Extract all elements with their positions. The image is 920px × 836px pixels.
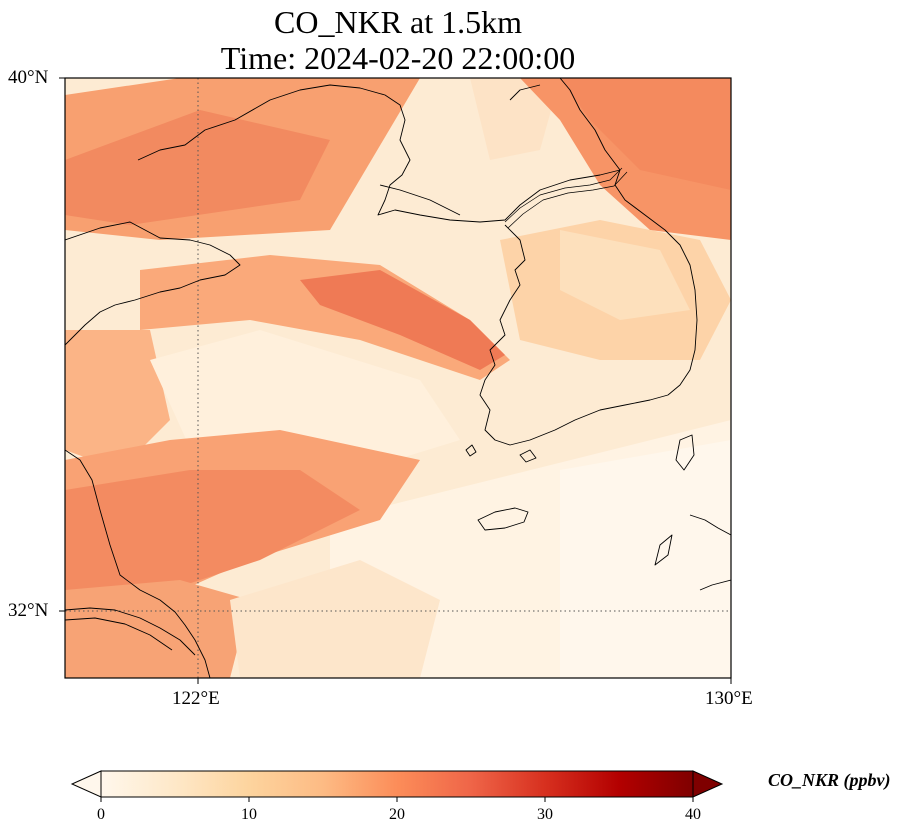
lat-label-40n: 40°N — [8, 67, 49, 88]
colorbar-tick-40: 40 — [685, 806, 701, 823]
map-title-line-1: CO_NKR at 1.5km — [274, 4, 522, 40]
map-title-line-2: Time: 2024-02-20 22:00:00 — [220, 40, 576, 76]
colorbar-gradient — [101, 771, 693, 797]
lon-label-122e: 122°E — [172, 688, 220, 709]
colorbar-tick-10: 10 — [241, 806, 257, 823]
map-frame — [64, 77, 732, 679]
colorbar-tick-0: 0 — [97, 806, 105, 823]
lon-label-130e: 130°E — [705, 688, 753, 709]
lat-label-32n: 32°N — [8, 600, 49, 621]
colorbar-extend-min — [70, 770, 102, 798]
concentration-field — [65, 78, 731, 678]
colorbar — [70, 770, 724, 802]
coastlines — [65, 78, 731, 678]
colorbar-extend-max — [692, 770, 724, 798]
colorbar-tick-30: 30 — [537, 806, 553, 823]
colorbar-tick-20: 20 — [389, 806, 405, 823]
colorbar-label: CO_NKR (ppbv) — [768, 770, 891, 790]
